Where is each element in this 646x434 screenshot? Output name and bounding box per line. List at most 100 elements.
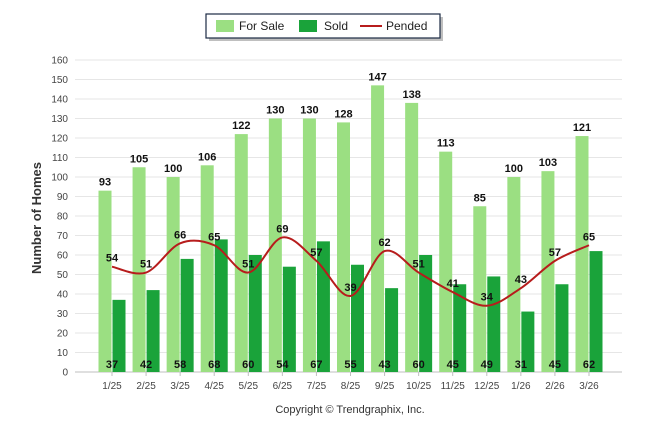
label-for-sale-5-25: 122	[232, 120, 250, 132]
label-sold-8-25: 55	[344, 359, 356, 371]
bar-for-sale-3-25[interactable]	[166, 177, 180, 372]
label-for-sale-8-25: 128	[334, 108, 352, 120]
label-pended-11-25: 41	[447, 278, 459, 290]
x-tick-label-3-25: 3/25	[170, 381, 190, 392]
y-tick-label-50: 50	[57, 270, 69, 281]
y-tick-label-110: 110	[52, 153, 68, 164]
line-pended[interactable]	[111, 236, 590, 307]
bar-for-sale-10-25[interactable]	[405, 102, 419, 373]
bar-for-sale-1-26[interactable]	[507, 177, 521, 372]
legend-item-pended[interactable]: Pended	[360, 19, 427, 33]
bar-sold-9-25[interactable]	[385, 288, 399, 372]
label-sold-1-26: 31	[515, 359, 527, 371]
y-tick-label-40: 40	[57, 290, 69, 301]
bar-sold-2-26[interactable]	[555, 284, 569, 372]
label-sold-7-25: 67	[310, 359, 322, 371]
bar-for-sale-4-25[interactable]	[200, 165, 214, 372]
x-tick-label-2-25: 2/25	[136, 381, 156, 392]
x-axis-ticks: 1/25 2/25 3/25 4/25 5/25 6/25 7/25 8/25 9/25 10/2…	[102, 372, 599, 392]
bar-sold-2-25[interactable]	[146, 290, 160, 372]
bar-sold-11-25[interactable]	[453, 284, 467, 372]
y-axis-title: Number of Homes	[29, 162, 44, 274]
bar-sold-6-25[interactable]	[282, 266, 296, 372]
bar-for-sale-3-26[interactable]	[575, 136, 589, 372]
label-pended-4-25: 65	[208, 231, 220, 243]
label-sold-3-25: 58	[174, 359, 186, 371]
bar-for-sale-8-25[interactable]	[337, 122, 350, 373]
bar-sold-7-25[interactable]	[316, 241, 330, 372]
y-tick-label-90: 90	[57, 192, 69, 203]
bar-for-sale-6-25[interactable]	[268, 118, 282, 373]
bar-for-sale-9-25[interactable]	[371, 85, 385, 372]
bar-for-sale-12-25[interactable]	[473, 206, 487, 372]
bar-for-sale-5-25[interactable]	[234, 134, 248, 372]
bar-for-sale-1-25[interactable]	[98, 190, 112, 372]
x-tick-label-7-25: 7/25	[307, 381, 327, 392]
bar-for-sale-2-26[interactable]	[541, 171, 555, 372]
bar-sold-1-26[interactable]	[521, 311, 535, 372]
label-for-sale-7-25: 130	[300, 105, 318, 117]
y-tick-label-20: 20	[57, 329, 69, 340]
x-tick-label-12-25: 12/25	[474, 381, 499, 392]
label-for-sale-3-26: 121	[573, 122, 591, 134]
bar-sold-3-26[interactable]	[589, 251, 603, 372]
x-tick-label-1-26: 1/26	[511, 381, 531, 392]
y-tick-label-100: 100	[51, 173, 68, 184]
y-tick-label-80: 80	[57, 212, 69, 223]
label-sold-6-25: 54	[276, 359, 289, 371]
label-for-sale-4-25: 106	[198, 151, 216, 163]
x-tick-label-5-25: 5/25	[239, 381, 259, 392]
label-pended-3-25: 66	[174, 229, 186, 241]
bar-sold-8-25[interactable]	[351, 264, 364, 372]
y-tick-label-70: 70	[57, 231, 69, 242]
bar-for-sale-11-25[interactable]	[439, 151, 453, 372]
x-tick-label-4-25: 4/25	[204, 381, 224, 392]
legend-label-pended: Pended	[386, 19, 427, 33]
x-tick-label-9-25: 9/25	[375, 381, 395, 392]
bar-sold-3-25[interactable]	[180, 258, 194, 372]
label-sold-1-25: 37	[106, 359, 118, 371]
label-pended-10-25: 51	[413, 259, 425, 271]
bar-sold-10-25[interactable]	[419, 255, 433, 372]
label-pended-3-26: 65	[583, 231, 595, 243]
label-pended-12-25: 34	[481, 292, 494, 304]
legend-item-sold[interactable]: Sold	[299, 19, 348, 33]
x-tick-label-2-26: 2/26	[545, 381, 565, 392]
legend-swatch-sold	[299, 20, 317, 32]
label-sold-4-25: 68	[208, 359, 220, 371]
label-for-sale-11-25: 113	[437, 138, 455, 150]
bar-sold-12-25[interactable]	[487, 276, 501, 372]
x-tick-label-6-25: 6/25	[273, 381, 293, 392]
x-tick-label-3-26: 3/26	[579, 381, 599, 392]
label-for-sale-1-25: 93	[99, 177, 111, 189]
bar-sold-4-25[interactable]	[214, 239, 228, 372]
x-tick-label-1-25: 1/25	[102, 381, 122, 392]
data-labels: 93 37 105 42 100 58 106 68 122 60 130 54 130 67 128 55 1…	[99, 71, 595, 371]
x-tick-label-8-25: 8/25	[341, 381, 361, 392]
x-tick-label-10-25: 10/25	[406, 381, 431, 392]
bars	[98, 85, 603, 373]
bar-for-sale-2-25[interactable]	[132, 167, 146, 372]
label-pended-1-26: 43	[515, 274, 527, 286]
y-tick-label-160: 160	[51, 56, 68, 67]
label-pended-5-25: 51	[242, 259, 254, 271]
y-tick-label-150: 150	[51, 75, 68, 86]
label-sold-5-25: 60	[242, 359, 254, 371]
x-tick-label-11-25: 11/25	[441, 381, 466, 392]
y-tick-label-30: 30	[57, 309, 69, 320]
label-sold-11-25: 45	[447, 359, 459, 371]
label-for-sale-10-25: 138	[402, 89, 420, 101]
bar-sold-1-25[interactable]	[112, 299, 126, 372]
label-pended-9-25: 62	[378, 237, 390, 249]
label-sold-12-25: 49	[481, 359, 493, 371]
label-sold-10-25: 60	[413, 359, 425, 371]
label-pended-2-25: 51	[140, 259, 152, 271]
legend-label-sold: Sold	[324, 19, 348, 33]
label-for-sale-2-26: 103	[539, 157, 557, 169]
label-sold-2-26: 45	[549, 359, 561, 371]
bar-for-sale-7-25[interactable]	[302, 118, 316, 373]
legend-item-for-sale[interactable]: For Sale	[216, 19, 285, 33]
y-tick-label-140: 140	[51, 95, 68, 106]
bar-sold-5-25[interactable]	[248, 255, 262, 372]
